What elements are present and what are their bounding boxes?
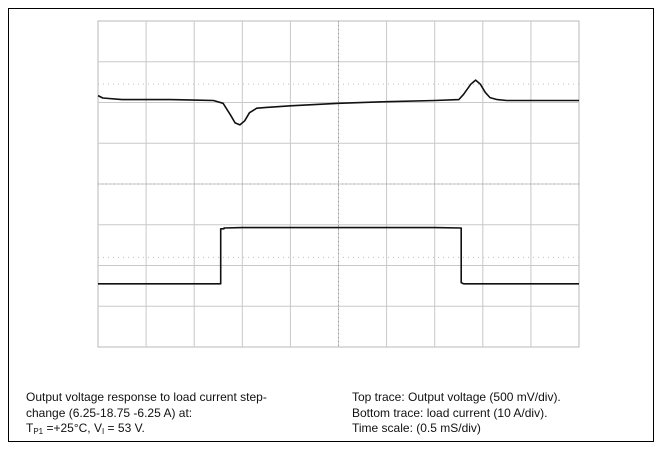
temp-subscript: P1 [33, 427, 44, 436]
caption-left-line-1: Output voltage response to load current … [26, 390, 267, 404]
traces [97, 79, 579, 285]
caption-bottom-trace: Bottom trace: load current (10 A/div). [352, 405, 548, 420]
figure-frame: Output voltage response to load current … [8, 8, 654, 442]
output-voltage-trace [97, 79, 579, 126]
voltage-value: = 53 V. [104, 421, 145, 435]
oscilloscope-plot [97, 20, 580, 348]
caption-left-line-3: TP1 =+25°C, VI = 53 V. [26, 421, 267, 437]
temp-value: =+25°C, V [43, 421, 102, 435]
caption-time-scale: Time scale: (0.5 mS/div) [352, 421, 481, 435]
caption-left-line-2: change (6.25-18.75 -6.25 A) at: [26, 405, 193, 420]
temp-symbol: T [26, 421, 34, 435]
voltage-subscript: I [101, 427, 105, 436]
caption-trace-legend: Top trace: Output voltage (500 mV/div). … [352, 390, 561, 437]
caption-conditions: Output voltage response to load current … [26, 390, 267, 437]
center-axis-ticks [98, 21, 579, 347]
caption-top-trace: Top trace: Output voltage (500 mV/div). [352, 390, 561, 404]
load-current-trace [98, 226, 579, 285]
